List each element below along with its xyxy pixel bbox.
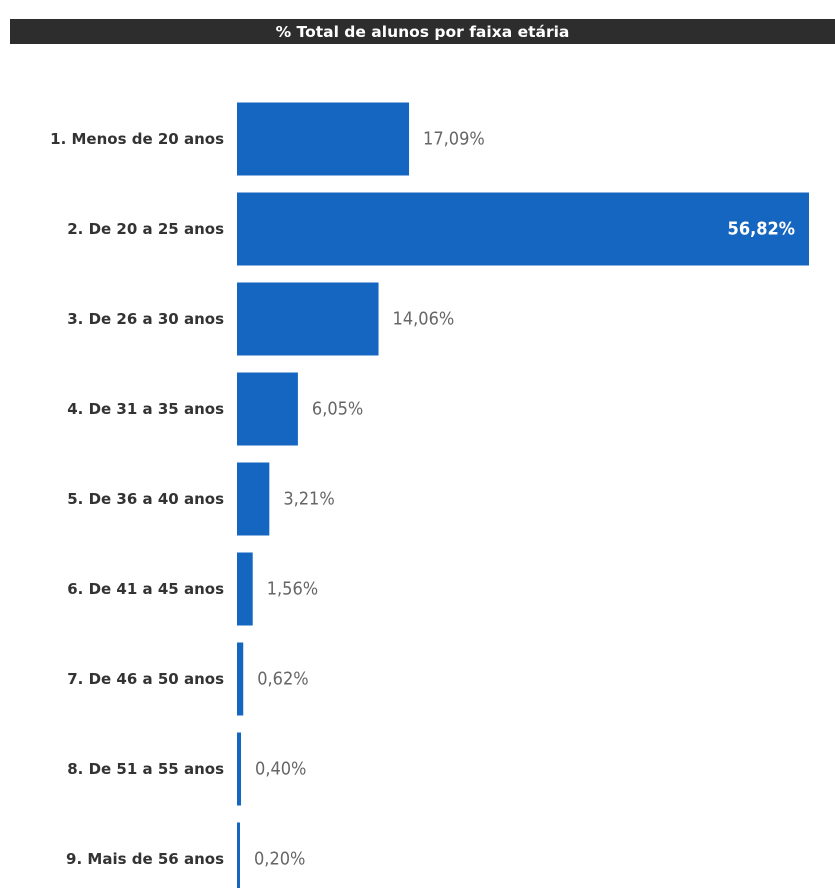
category-label: 2. De 20 a 25 anos [67, 220, 224, 238]
data-label: 56,82% [728, 219, 795, 240]
bar[interactable] [237, 552, 253, 626]
bar[interactable] [237, 462, 270, 536]
data-label: 0,40% [255, 759, 306, 780]
data-label: 6,05% [312, 399, 363, 420]
bar[interactable] [237, 822, 240, 888]
bar[interactable] [237, 282, 379, 356]
category-label: 1. Menos de 20 anos [50, 130, 224, 148]
bar[interactable] [237, 192, 809, 266]
chart-title: % Total de alunos por faixa etária [10, 19, 835, 44]
data-label: 1,56% [267, 579, 318, 600]
category-label: 3. De 26 a 30 anos [67, 310, 224, 328]
bar[interactable] [237, 372, 298, 446]
bar[interactable] [237, 642, 244, 716]
data-label: 3,21% [283, 489, 334, 510]
bar[interactable] [237, 102, 410, 176]
category-label: 5. De 36 a 40 anos [67, 490, 224, 508]
category-label: 4. De 31 a 35 anos [67, 400, 224, 418]
data-label: 14,06% [393, 309, 455, 330]
data-label: 17,09% [423, 129, 485, 150]
category-label: 9. Mais de 56 anos [66, 850, 224, 868]
bar[interactable] [237, 732, 242, 806]
data-label: 0,62% [257, 669, 308, 690]
category-label: 8. De 51 a 55 anos [67, 760, 224, 778]
data-label: 0,20% [254, 849, 305, 870]
category-label: 7. De 46 a 50 anos [67, 670, 224, 688]
category-label: 6. De 41 a 45 anos [67, 580, 224, 598]
